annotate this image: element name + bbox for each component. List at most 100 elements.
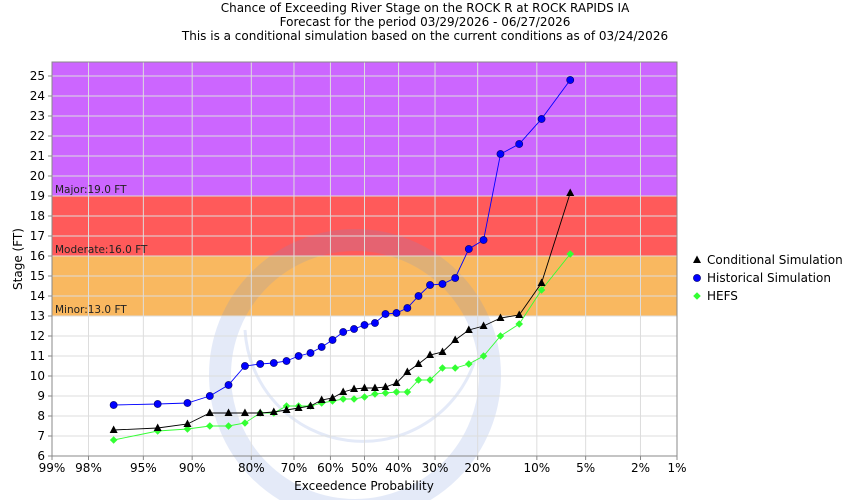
x-tick-label: 10% [524, 461, 551, 475]
y-tick-label: 23 [30, 109, 45, 123]
seal-watermark [209, 229, 501, 500]
x-tick-label: 50% [351, 461, 378, 475]
chart-title-line-1: Chance of Exceeding River Stage on the R… [221, 1, 630, 15]
data-point [371, 319, 379, 327]
y-tick-label: 13 [30, 309, 45, 323]
data-point [183, 425, 192, 433]
y-tick-label: 16 [30, 249, 45, 263]
y-tick-label: 7 [37, 429, 45, 443]
x-tick-label: 5% [576, 461, 595, 475]
x-tick-label: 1% [667, 461, 686, 475]
data-point [381, 310, 390, 318]
data-point [414, 376, 423, 384]
data-point [350, 325, 358, 333]
data-point [381, 389, 390, 397]
x-tick-label: 90% [179, 461, 206, 475]
y-tick-label: 14 [30, 289, 45, 303]
data-point [183, 399, 192, 407]
y-axis-title: Stage (FT) [11, 228, 25, 290]
x-tick-label: 2% [631, 461, 650, 475]
data-point [370, 383, 379, 391]
y-tick-label: 24 [30, 89, 45, 103]
data-point [269, 407, 278, 415]
data-point [350, 395, 358, 403]
x-tick-label: 95% [130, 461, 157, 475]
flood-band-label: Minor:13.0 FT [55, 304, 127, 316]
series-triangle [109, 188, 575, 433]
data-point [241, 362, 249, 370]
data-point [496, 313, 505, 321]
x-tick-label: 40% [385, 461, 412, 475]
data-series [109, 76, 575, 444]
data-point [479, 236, 488, 244]
data-point [282, 357, 291, 365]
data-point [426, 350, 435, 358]
legend: Conditional Simulation Historical Simulat… [693, 253, 843, 303]
x-axis-title: Exceedence Probability [294, 479, 434, 493]
data-point [306, 401, 315, 409]
x-tick-label: 20% [464, 461, 491, 475]
data-point [360, 321, 369, 329]
data-point [294, 352, 303, 360]
data-point [339, 395, 347, 403]
data-point [224, 381, 233, 389]
y-tick-label: 11 [30, 349, 45, 363]
data-point [403, 388, 412, 396]
data-point [451, 364, 460, 372]
data-point [426, 281, 434, 289]
data-point [371, 390, 379, 398]
y-tick-label: 6 [37, 449, 45, 463]
band-labels: Minor:13.0 FT Moderate:16.0 FT Major:19.0 … [55, 184, 148, 316]
x-tick-label: 60% [317, 461, 344, 475]
data-point [392, 388, 401, 396]
x-tick-label: 80% [238, 461, 265, 475]
data-point [183, 419, 192, 427]
series-line [113, 192, 571, 431]
data-point [328, 336, 337, 344]
data-point [426, 376, 434, 384]
x-tick-label: 70% [281, 461, 308, 475]
y-tick-label: 9 [37, 389, 45, 403]
data-point [317, 343, 326, 351]
data-point [224, 422, 233, 430]
x-tick-label: 99% [39, 461, 66, 475]
y-tick-label: 12 [30, 329, 45, 343]
y-tick-label: 8 [37, 409, 45, 423]
data-point [241, 419, 249, 427]
y-tick-label: 18 [30, 209, 45, 223]
data-point [153, 400, 162, 408]
data-point [438, 364, 447, 372]
data-point [109, 425, 118, 433]
data-point [451, 335, 460, 343]
data-point [350, 384, 359, 392]
y-tick-label: 19 [30, 189, 45, 203]
legend-label: HEFS [707, 289, 738, 303]
data-point [537, 115, 546, 123]
data-point [360, 383, 369, 391]
data-point [256, 408, 265, 416]
x-tick-label: 98% [75, 461, 102, 475]
data-point [566, 188, 575, 196]
data-point [109, 436, 118, 444]
data-point [205, 392, 214, 400]
data-point [282, 405, 291, 413]
series-circle [109, 76, 575, 409]
data-point [403, 367, 412, 375]
data-point [109, 401, 118, 409]
data-point [392, 378, 401, 386]
legend-marker [693, 292, 701, 300]
data-point [537, 286, 546, 294]
data-point [465, 360, 473, 368]
data-point [438, 347, 447, 355]
data-point [240, 408, 249, 416]
y-axis: 6 7 8 9 10 11 12 13 14 15 16 17 18 19 20 21 22 23 24 25 [30, 69, 52, 463]
data-point [403, 304, 412, 312]
data-point [479, 321, 488, 329]
legend-label: Historical Simulation [707, 271, 831, 285]
data-point [256, 360, 265, 368]
data-point [339, 387, 348, 395]
data-point [414, 292, 423, 300]
y-tick-label: 21 [30, 149, 45, 163]
data-point [566, 250, 575, 258]
data-point [328, 393, 337, 401]
